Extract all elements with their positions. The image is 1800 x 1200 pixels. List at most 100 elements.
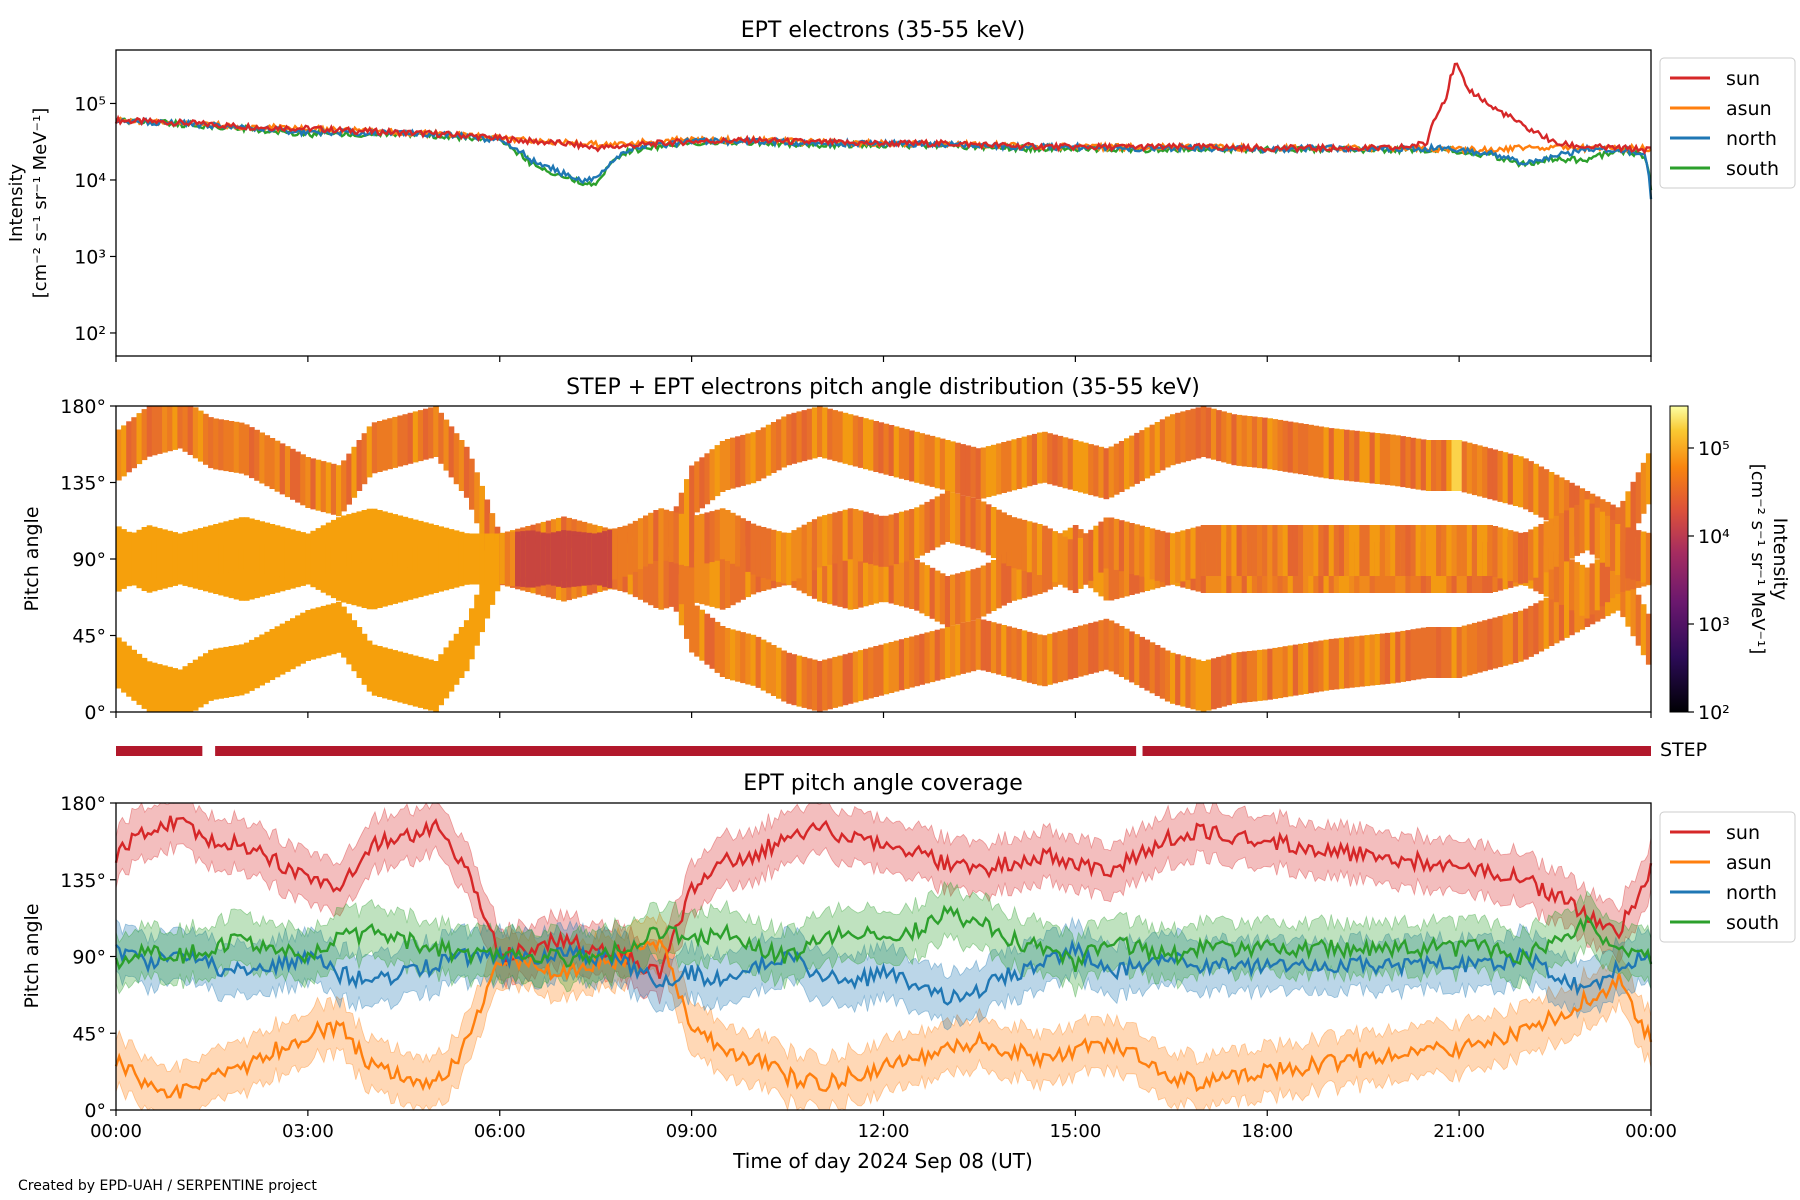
heatmap-cell	[1390, 632, 1396, 684]
heatmap-cell	[1257, 649, 1263, 701]
heatmap-cell	[1292, 525, 1299, 576]
heatmap-cell	[975, 499, 982, 551]
heatmap-cell	[382, 555, 388, 607]
heatmap-cell	[1369, 634, 1376, 686]
heatmap-cell	[857, 556, 864, 608]
heatmap-cell	[556, 535, 562, 587]
heatmap-cell	[356, 440, 363, 491]
heatmap-cell	[1502, 528, 1509, 580]
heatmap-cell	[1635, 472, 1642, 524]
heatmap-cell	[469, 533, 475, 585]
colorbar: 10² 10³ 10⁴ 10⁵ Intensity [cm⁻² s⁻¹ sr⁻¹ Me…	[1669, 405, 1791, 724]
heatmap-cell	[898, 555, 905, 607]
panel3-yticks: 0° 45° 90° 135° 180°	[60, 793, 116, 1122]
heatmap-cell	[1645, 613, 1652, 665]
heatmap-cell	[1553, 592, 1560, 644]
heatmap-cell	[1282, 420, 1289, 472]
heatmap-cell	[387, 648, 393, 700]
heatmap-cell	[182, 666, 189, 712]
heatmap-cell	[1425, 627, 1432, 678]
heatmap-cell	[719, 508, 726, 560]
step-segments	[116, 746, 1651, 756]
heatmap-cell	[857, 650, 864, 702]
heatmap-cell	[1139, 525, 1145, 577]
heatmap-cell	[689, 601, 695, 653]
heatmap-cell	[463, 446, 470, 498]
colorbar-tick-label: 10⁴	[1698, 526, 1730, 548]
heatmap-cell	[1364, 431, 1371, 483]
heatmap-cell	[1292, 422, 1299, 474]
heatmap-cell	[637, 548, 644, 600]
heatmap-cell	[668, 511, 675, 563]
heatmap-cell	[1425, 440, 1432, 491]
heatmap-cell	[960, 495, 966, 547]
heatmap-cell	[1103, 448, 1110, 500]
heatmap-cell	[1425, 525, 1432, 576]
heatmap-cell	[924, 501, 931, 553]
heatmap-cell	[811, 659, 818, 711]
heatmap-cell	[1164, 416, 1171, 468]
heatmap-cell	[1461, 625, 1468, 677]
heatmap-cell	[259, 634, 265, 686]
heatmap-cell	[960, 571, 966, 623]
heatmap-cell	[346, 453, 352, 505]
heatmap-cell	[1118, 626, 1125, 677]
heatmap-cell	[658, 508, 665, 560]
heatmap-cell	[868, 553, 874, 605]
heatmap-cell	[1420, 439, 1427, 491]
heatmap-cell	[177, 533, 184, 585]
heatmap-cell	[1241, 525, 1248, 576]
heatmap-cell	[223, 420, 230, 472]
heatmap-cell	[1384, 632, 1391, 684]
y-tick-label: 0°	[84, 702, 106, 724]
heatmap-cell	[356, 555, 363, 607]
heatmap-cell	[1492, 617, 1499, 669]
heatmap-cell	[1318, 640, 1325, 692]
heatmap-cell	[116, 540, 122, 592]
heatmap-cell	[1267, 525, 1273, 576]
heatmap-cell	[346, 613, 352, 665]
heatmap-cell	[1338, 525, 1345, 576]
heatmap-cell	[1482, 446, 1488, 498]
heatmap-cell	[1379, 633, 1386, 685]
heatmap-cell	[1021, 547, 1028, 599]
heatmap-cell	[863, 648, 869, 700]
colorbar-tick-label: 10³	[1698, 614, 1730, 636]
heatmap-cell	[1558, 589, 1565, 641]
heatmap-cell	[944, 627, 951, 678]
panel3-title: EPT pitch angle coverage	[743, 771, 1023, 796]
heatmap-cell	[719, 558, 726, 610]
heatmap-cell	[131, 532, 137, 584]
heatmap-cell	[325, 462, 332, 514]
heatmap-cell	[878, 515, 885, 567]
heatmap-cell	[832, 410, 838, 462]
heatmap-cell	[873, 552, 879, 604]
heatmap-cell	[407, 412, 414, 464]
heatmap-cell	[300, 612, 306, 664]
heatmap-cell	[760, 527, 767, 578]
heatmap-cell	[223, 521, 230, 573]
heatmap-cell	[612, 528, 618, 580]
heatmap-cell	[883, 423, 890, 475]
heatmap-cell	[1047, 528, 1053, 580]
heatmap-cell	[980, 501, 987, 553]
heatmap-cell	[648, 512, 654, 564]
heatmap-cell	[1328, 428, 1335, 480]
heatmap-cell	[1124, 628, 1130, 680]
heatmap-cell	[985, 620, 992, 672]
heatmap-cell	[412, 547, 419, 599]
heatmap-cell	[264, 522, 271, 574]
x-tick-label: 00:00	[1625, 1121, 1677, 1142]
heatmap-cell	[1359, 431, 1366, 483]
heatmap-cell	[791, 530, 798, 582]
legend3-label-sun: sun	[1726, 822, 1760, 844]
heatmap-cell	[1251, 416, 1258, 468]
panel1-legend-box	[1659, 57, 1796, 189]
heatmap-cell	[786, 414, 792, 466]
heatmap-cell	[653, 557, 659, 608]
heatmap-cell	[1471, 525, 1478, 576]
heatmap-cell	[985, 562, 992, 614]
heatmap-cell	[310, 608, 317, 660]
heatmap-cell	[1415, 628, 1422, 680]
heatmap-cell	[1599, 511, 1606, 563]
